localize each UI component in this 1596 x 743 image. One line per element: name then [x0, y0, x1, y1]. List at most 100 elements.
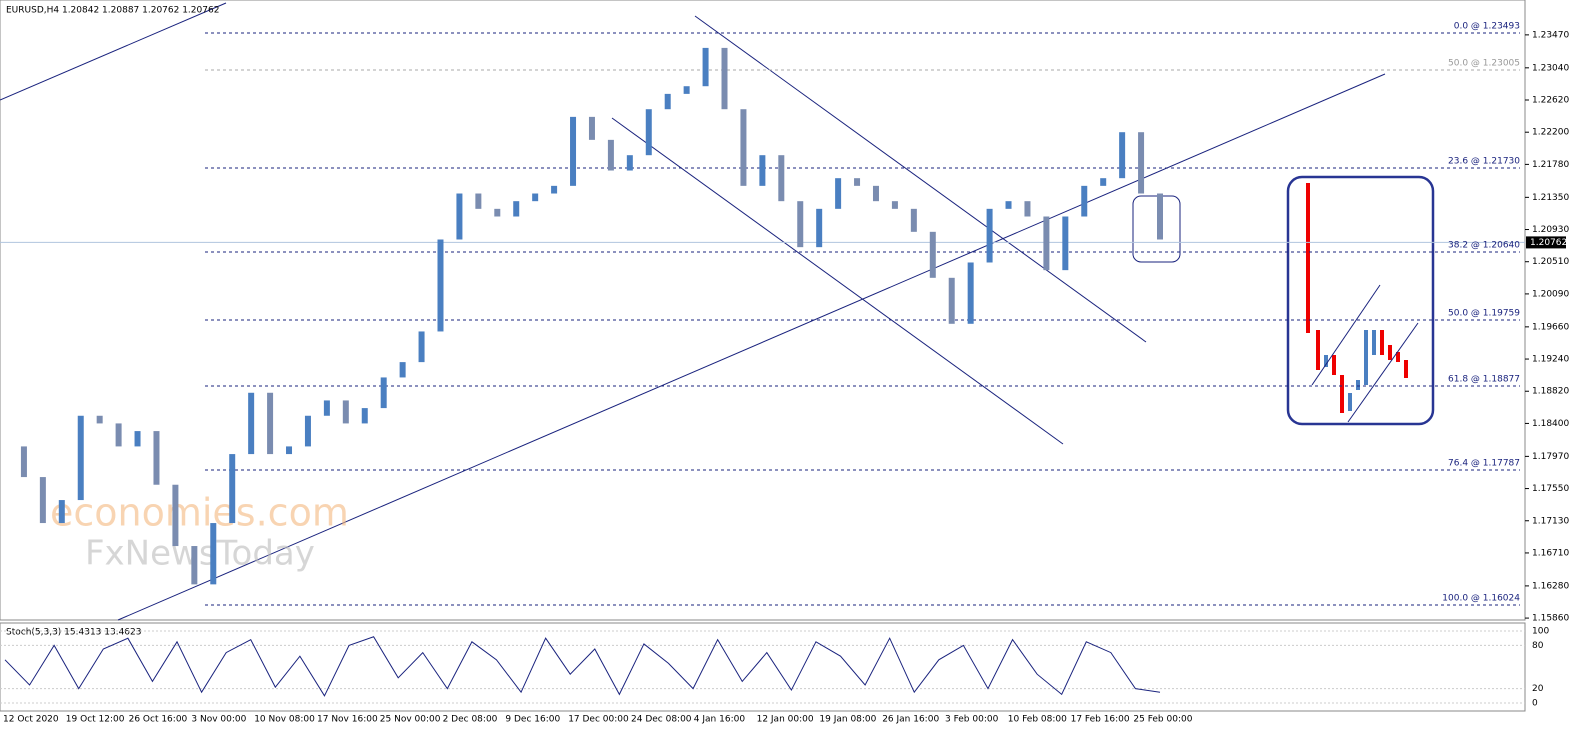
price-label: 1.20090: [1532, 289, 1569, 299]
candle: [39, 477, 46, 524]
price-label: 1.21350: [1532, 193, 1569, 203]
trend-line: [0, 2, 227, 101]
candle: [683, 86, 690, 94]
time-label: 26 Jan 16:00: [882, 715, 939, 725]
candle: [645, 109, 652, 156]
price-label: 1.19240: [1532, 355, 1569, 365]
current-price: 1.20762: [1530, 238, 1567, 248]
price-label: 1.17970: [1532, 452, 1569, 462]
candle: [1062, 216, 1069, 271]
candle: [380, 377, 387, 409]
candle: [304, 415, 311, 447]
price-label: 1.19660: [1532, 322, 1569, 332]
time-label: 19 Jan 08:00: [819, 715, 876, 725]
price-label: 1.16280: [1532, 581, 1569, 591]
candle: [361, 408, 368, 424]
main-pane: [0, 0, 1526, 621]
price-label: 1.20930: [1532, 225, 1569, 235]
stoch-tick: 100: [1532, 627, 1549, 637]
fib-label: 76.4 @ 1.17787: [1448, 459, 1520, 469]
candle: [778, 155, 785, 202]
time-label: 10 Feb 08:00: [1008, 715, 1067, 725]
price-label: 1.21780: [1532, 160, 1569, 170]
price-label: 1.16710: [1532, 548, 1569, 558]
candle: [1138, 132, 1145, 194]
candle: [418, 331, 425, 363]
price-label: 1.20510: [1532, 257, 1569, 267]
candle: [891, 201, 898, 209]
time-label: 19 Oct 12:00: [66, 715, 125, 725]
candle: [570, 116, 577, 186]
watermark: economies.com: [50, 491, 349, 535]
price-label: 1.18400: [1532, 419, 1569, 429]
candle: [721, 47, 728, 110]
candle: [872, 185, 879, 202]
candle: [1100, 178, 1107, 186]
candle: [626, 155, 633, 171]
candle: [475, 193, 482, 209]
candle: [1081, 185, 1088, 217]
candle: [210, 523, 217, 585]
header: EURUSD,H4 1.20842 1.20887 1.20762 1.2076…: [6, 6, 219, 16]
time-label: 17 Feb 16:00: [1071, 715, 1130, 725]
time-label: 17 Dec 00:00: [568, 715, 629, 725]
candle: [286, 446, 293, 455]
fib-label: 50.0 @ 1.23005: [1448, 59, 1520, 69]
candle: [551, 185, 558, 194]
candle: [854, 178, 861, 186]
stoch-pane: [0, 622, 1526, 712]
candle: [1043, 216, 1050, 271]
candle: [702, 47, 709, 87]
candle: [399, 362, 406, 378]
candle: [494, 208, 501, 217]
candle: [191, 546, 198, 585]
candle: [1024, 201, 1031, 217]
candle: [797, 201, 804, 248]
candle: [948, 277, 955, 324]
candle: [967, 262, 974, 324]
stoch-line: [4, 636, 1161, 697]
stoch-tick: 20: [1532, 684, 1544, 694]
price-label: 1.18820: [1532, 387, 1569, 397]
time-label: 9 Dec 16:00: [505, 715, 560, 725]
candle: [740, 109, 747, 186]
candle: [816, 208, 823, 248]
candle: [20, 446, 27, 478]
time-label: 17 Nov 16:00: [317, 715, 378, 725]
candle: [96, 415, 103, 424]
candle: [607, 139, 614, 171]
candle: [58, 500, 65, 524]
time-label: 24 Dec 08:00: [631, 715, 692, 725]
candle: [1157, 193, 1163, 240]
fib-label: 0.0 @ 1.23493: [1454, 22, 1520, 32]
price-label: 1.22620: [1532, 96, 1569, 106]
time-label: 12 Oct 2020: [3, 715, 59, 725]
candle: [456, 193, 463, 240]
stoch-tick: 80: [1532, 641, 1544, 651]
candle: [986, 208, 993, 263]
time-label: 12 Jan 00:00: [757, 715, 814, 725]
time-label: 26 Oct 16:00: [129, 715, 188, 725]
candle: [134, 431, 141, 447]
candle: [759, 155, 766, 186]
channel-line: [611, 117, 1064, 445]
time-label: 4 Jan 16:00: [694, 715, 746, 725]
fib-label: 61.8 @ 1.18877: [1448, 375, 1520, 385]
price-label: 1.17550: [1532, 484, 1569, 494]
time-label: 3 Nov 00:00: [191, 715, 246, 725]
watermark: FxNewsToday: [85, 534, 315, 574]
time-label: 3 Feb 00:00: [945, 715, 999, 725]
fib-label: 23.6 @ 1.21730: [1448, 157, 1520, 167]
candle: [929, 231, 936, 278]
highlight-box: [1132, 195, 1181, 263]
candle: [532, 193, 539, 202]
time-label: 25 Feb 00:00: [1133, 715, 1192, 725]
candle: [77, 415, 84, 501]
candle: [172, 484, 179, 547]
candle: [588, 116, 595, 140]
stoch-tick: 0: [1532, 699, 1538, 709]
candle: [1005, 201, 1012, 209]
time-label: 25 Nov 00:00: [380, 715, 441, 725]
candle: [342, 400, 349, 424]
